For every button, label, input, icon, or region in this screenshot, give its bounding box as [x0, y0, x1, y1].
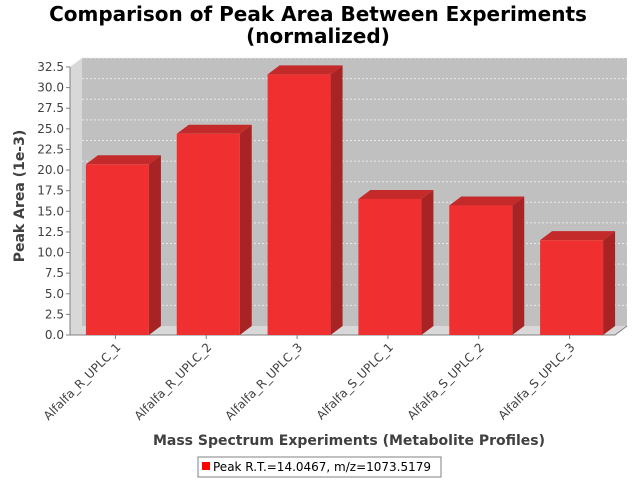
y-tick-label: 15.0 — [37, 204, 64, 218]
plot-outline — [69, 67, 628, 336]
x-tick-label: Alfalfa_S_UPLC_1 — [314, 340, 396, 422]
y-tick-label: 7.5 — [45, 266, 64, 280]
x-tick-label: Alfalfa_R_UPLC_3 — [222, 340, 305, 423]
bar-front — [267, 74, 331, 335]
bar-front — [176, 133, 240, 335]
bar-top — [358, 189, 434, 199]
bar — [267, 65, 343, 335]
x-axis-label: Mass Spectrum Experiments (Metabolite Pr… — [153, 433, 545, 449]
bar — [540, 231, 616, 335]
y-axis-label: Peak Area (1e-3) — [12, 130, 28, 263]
bar-side — [512, 196, 525, 335]
bar-side — [421, 189, 434, 335]
plot-left-wall — [70, 58, 82, 335]
bar — [449, 196, 525, 335]
legend-box — [197, 456, 442, 478]
bar-front — [540, 240, 604, 335]
y-tick-label: 25.0 — [37, 122, 64, 136]
bar-top — [85, 155, 161, 165]
y-tick-label: 32.5 — [37, 60, 64, 74]
chart-subtitle: (normalized) — [246, 24, 390, 48]
y-tick-label: 2.5 — [45, 307, 64, 321]
x-tick-label: Alfalfa_S_UPLC_3 — [495, 340, 577, 422]
y-tick-label: 30.0 — [37, 81, 64, 95]
bar-top — [449, 196, 525, 206]
y-tick-label: 27.5 — [37, 101, 64, 115]
bar-top — [176, 124, 252, 134]
y-tick-label: 20.0 — [37, 163, 64, 177]
chart-title: Comparison of Peak Area Between Experime… — [49, 2, 587, 26]
plot-back-wall — [82, 58, 627, 326]
bar-front — [85, 164, 149, 335]
y-tick-label: 22.5 — [37, 142, 64, 156]
x-axis: Alfalfa_R_UPLC_1 Alfalfa_R_UPLC_2 Alfalfa_… — [41, 335, 578, 423]
legend: Peak R.T.=14.0467, m/z=1073.5179 — [197, 456, 442, 478]
y-axis: 0.0 2.5 5.0 7.5 10.0 12.5 15.0 17.5 20.0 22.5 25.0… — [37, 60, 70, 342]
bar — [85, 155, 161, 335]
gridlines — [82, 57, 627, 306]
bar-side — [330, 65, 343, 335]
y-tick-label: 12.5 — [37, 225, 64, 239]
bars — [85, 65, 616, 335]
bar — [176, 124, 252, 335]
x-tick-label: Alfalfa_R_UPLC_2 — [132, 340, 215, 423]
bar-side — [239, 124, 252, 335]
y-tick-label: 17.5 — [37, 184, 64, 198]
legend-swatch — [202, 462, 210, 470]
bar-side — [603, 231, 616, 335]
bar — [358, 189, 434, 335]
bar-side — [148, 155, 161, 335]
bar-front — [358, 198, 422, 335]
legend-label: Peak R.T.=14.0467, m/z=1073.5179 — [213, 460, 431, 474]
y-tick-label: 10.0 — [37, 246, 64, 260]
bar-top — [540, 231, 616, 241]
y-tick-label: 5.0 — [45, 287, 64, 301]
bar-front — [449, 205, 513, 335]
bar-top — [267, 65, 343, 75]
x-tick-label: Alfalfa_R_UPLC_1 — [41, 340, 124, 423]
x-tick-label: Alfalfa_S_UPLC_2 — [405, 340, 487, 422]
y-tick-label: 0.0 — [45, 328, 64, 342]
